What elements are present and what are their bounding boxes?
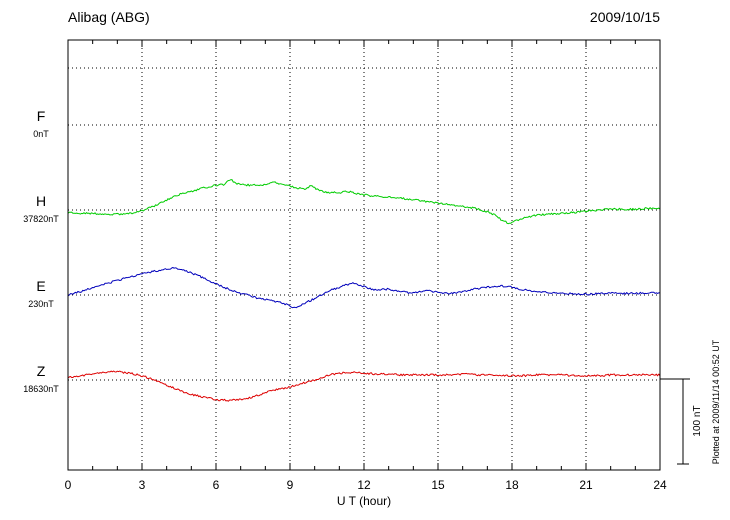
component-label-F: F: [37, 108, 46, 124]
ticks-layer: [67, 40, 661, 470]
trace-E: [67, 267, 661, 309]
x-tick-label-12: 12: [357, 478, 371, 492]
x-tick-label-18: 18: [505, 478, 519, 492]
component-label-Z: Z: [37, 363, 46, 379]
station-title: Alibag (ABG): [68, 9, 150, 25]
traces-layer: [67, 179, 661, 402]
component-label-E: E: [36, 278, 45, 294]
x-axis-label: U T (hour): [337, 494, 391, 508]
x-tick-label-21: 21: [579, 478, 593, 492]
x-tick-label-24: 24: [653, 478, 667, 492]
plotted-at-note: Plotted at 2009/11/14 00:52 UT: [711, 339, 721, 464]
x-tick-label-0: 0: [65, 478, 72, 492]
component-baseline-value-H: 37820nT: [23, 214, 59, 224]
component-baseline-value-E: 230nT: [28, 299, 54, 309]
tick-labels-layer: 0 3 6 9 12 15 18 21 24: [65, 478, 667, 492]
x-tick-label-9: 9: [287, 478, 294, 492]
x-tick-label-3: 3: [139, 478, 146, 492]
x-tick-label-6: 6: [213, 478, 220, 492]
plot-date: 2009/10/15: [590, 9, 660, 25]
component-label-H: H: [36, 193, 46, 209]
component-labels-layer: F 0nT H 37820nT E 230nT Z 18630nT: [23, 108, 59, 394]
gridlines-layer: [68, 40, 660, 470]
x-tick-label-15: 15: [431, 478, 445, 492]
component-baseline-value-F: 0nT: [33, 129, 49, 139]
trace-H: [67, 179, 661, 225]
scale-bar: 100 nT: [660, 378, 703, 465]
trace-Z: [67, 370, 661, 402]
component-baseline-value-Z: 18630nT: [23, 384, 59, 394]
scale-bar-label: 100 nT: [692, 405, 703, 436]
